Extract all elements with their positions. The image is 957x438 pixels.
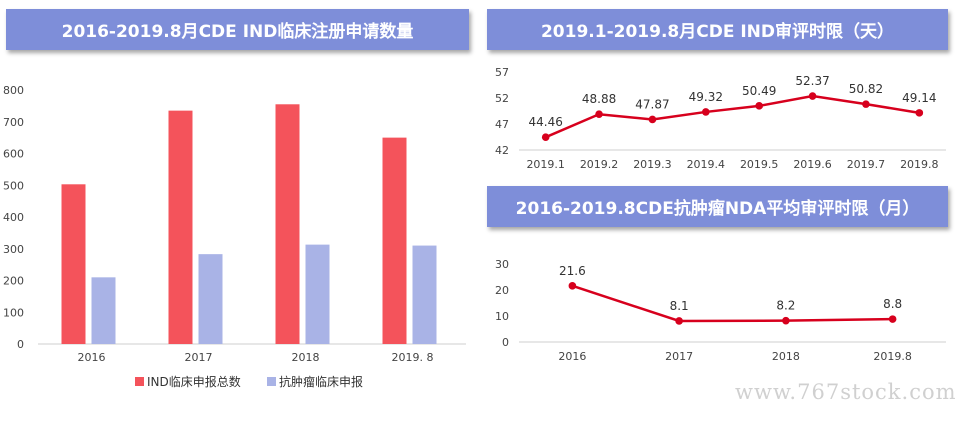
data-label: 44.46 bbox=[529, 115, 563, 129]
data-point bbox=[568, 282, 577, 290]
data-point bbox=[915, 109, 924, 117]
bar bbox=[305, 244, 330, 344]
y-tick-label: 47 bbox=[495, 118, 509, 131]
data-label: 49.14 bbox=[902, 91, 936, 105]
legend-label: IND临床申报总数 bbox=[147, 374, 241, 389]
y-tick-label: 10 bbox=[495, 310, 509, 323]
y-tick-label: 200 bbox=[3, 275, 24, 288]
ind-review-time-line-chart: 42 47 52 57 2019.1 2019.2 2019.3 2019.4 2019.5 20… bbox=[495, 66, 946, 171]
data-label: 52.37 bbox=[795, 74, 829, 88]
data-point bbox=[862, 100, 870, 108]
x-tick-label: 2019.1 bbox=[526, 158, 565, 171]
data-point bbox=[808, 92, 817, 100]
data-label: 50.49 bbox=[742, 84, 776, 98]
series-line bbox=[571, 284, 893, 323]
y-tick-label: 700 bbox=[3, 116, 24, 129]
x-tick-label: 2017 bbox=[665, 350, 693, 363]
y-tick-label: 42 bbox=[495, 144, 509, 157]
x-tick-label: 2019.8 bbox=[873, 350, 912, 363]
data-label: 8.8 bbox=[883, 297, 902, 311]
data-point bbox=[648, 115, 657, 124]
x-tick-label: 2019.8 bbox=[900, 158, 939, 171]
y-tick-label: 400 bbox=[3, 211, 24, 224]
data-point bbox=[702, 108, 710, 116]
data-label: 8.1 bbox=[670, 299, 689, 313]
bar bbox=[412, 245, 437, 344]
y-tick-label: 300 bbox=[3, 243, 24, 256]
y-tick-label: 100 bbox=[3, 306, 24, 319]
x-tick-label: 2018 bbox=[772, 350, 800, 363]
y-tick-label: 600 bbox=[3, 148, 24, 161]
data-label: 47.87 bbox=[635, 97, 669, 111]
y-tick-label: 0 bbox=[502, 336, 509, 349]
bar bbox=[91, 277, 116, 344]
data-label: 49.32 bbox=[689, 90, 723, 104]
ind-review-time-title: 2019.1-2019.8月CDE IND审评时限（天） bbox=[487, 9, 948, 50]
bar bbox=[198, 254, 223, 344]
data-point bbox=[595, 110, 603, 119]
data-point bbox=[541, 133, 550, 142]
y-tick-label: 57 bbox=[495, 66, 509, 79]
legend: IND临床申报总数 抗肿瘤临床申报 bbox=[135, 374, 363, 389]
y-tick-label: 30 bbox=[495, 258, 509, 271]
data-label: 8.2 bbox=[776, 299, 795, 313]
bar bbox=[168, 110, 193, 344]
x-tick-label: 2019. 8 bbox=[392, 351, 434, 364]
legend-swatch bbox=[135, 377, 144, 386]
data-label: 48.88 bbox=[582, 92, 616, 106]
data-point bbox=[782, 316, 790, 325]
bar bbox=[61, 184, 86, 344]
x-tick-label: 2017 bbox=[185, 351, 213, 364]
y-tick-label: 500 bbox=[3, 179, 24, 192]
y-tick-label: 0 bbox=[17, 338, 24, 351]
data-point bbox=[675, 317, 683, 325]
nda-review-time-line-chart: 0 10 20 30 2016 2017 2018 2019.8 21.6 8.1 8.2 8.8 bbox=[495, 258, 946, 363]
x-tick-label: 2019.4 bbox=[687, 158, 726, 171]
legend-label: 抗肿瘤临床申报 bbox=[279, 374, 363, 389]
data-label: 50.82 bbox=[849, 82, 883, 96]
bar-chart-title: 2016-2019.8月CDE IND临床注册申请数量 bbox=[6, 9, 469, 50]
series-line bbox=[545, 94, 920, 139]
legend-swatch bbox=[267, 377, 276, 386]
data-label: 21.6 bbox=[559, 264, 586, 278]
y-tick-label: 52 bbox=[495, 92, 509, 105]
data-point bbox=[888, 315, 897, 323]
nda-review-time-title: 2016-2019.8CDE抗肿瘤NDA平均审评时限（月） bbox=[487, 186, 948, 227]
watermark: www.767stock.com bbox=[735, 380, 957, 404]
ind-applications-bar-chart: 0 100 200 300 400 500 600 700 800 2016 2017 2018 201… bbox=[3, 84, 466, 389]
x-tick-label: 2016 bbox=[558, 350, 586, 363]
x-tick-label: 2019.5 bbox=[740, 158, 779, 171]
bar bbox=[382, 137, 407, 344]
x-tick-label: 2019.6 bbox=[793, 158, 832, 171]
x-tick-label: 2019.7 bbox=[847, 158, 886, 171]
y-tick-label: 20 bbox=[495, 284, 509, 297]
x-tick-label: 2016 bbox=[78, 351, 106, 364]
x-tick-label: 2019.3 bbox=[633, 158, 672, 171]
x-tick-label: 2019.2 bbox=[580, 158, 619, 171]
y-tick-label: 800 bbox=[3, 84, 24, 97]
data-point bbox=[755, 102, 763, 110]
bar bbox=[275, 104, 300, 344]
x-tick-label: 2018 bbox=[292, 351, 320, 364]
